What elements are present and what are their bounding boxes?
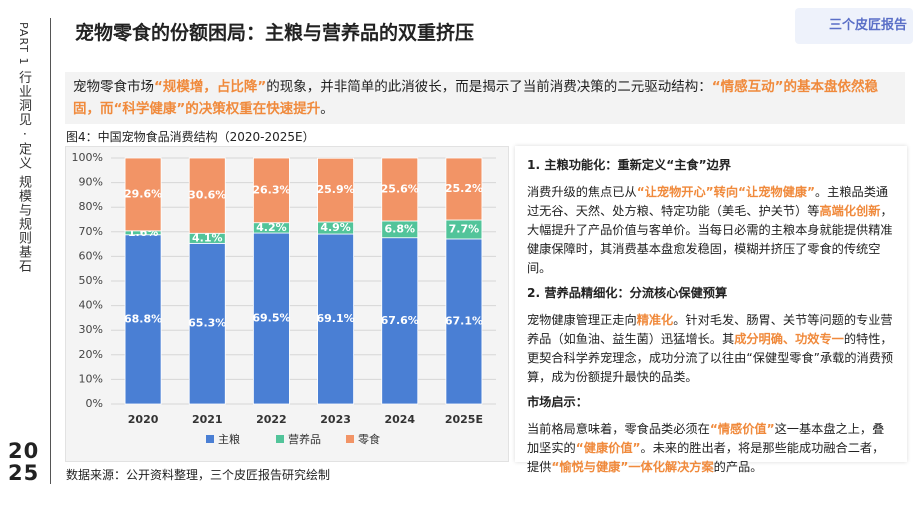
section-label: 行业洞见 · 定义 规模与规则基石 xyxy=(16,70,31,274)
x-tick-label: 2024 xyxy=(384,413,415,426)
y-tick-label: 10% xyxy=(79,372,103,385)
legend-label: 主粮 xyxy=(218,432,240,446)
bar-segment xyxy=(381,237,419,405)
bar-segment xyxy=(317,233,354,405)
value-label: 25.6% xyxy=(381,182,419,195)
bar-segment xyxy=(445,238,483,405)
legend-label: 营养品 xyxy=(288,432,321,446)
panel-heading: 1. 主粮功能化：重新定义“主食”边界 xyxy=(527,158,731,172)
value-label: 6.8% xyxy=(384,222,415,235)
highlight-text: “情感价值” xyxy=(709,422,775,436)
value-label: 68.8% xyxy=(124,312,162,325)
y-tick-label: 60% xyxy=(79,249,103,262)
divider xyxy=(50,18,51,484)
x-tick-label: 2022 xyxy=(256,413,287,426)
x-tick-label: 2020 xyxy=(128,413,159,426)
panel-heading: 2. 营养品精细化：分流核心保健预算 xyxy=(527,286,728,300)
bar-segment xyxy=(188,157,226,234)
value-label: 67.6% xyxy=(381,314,419,327)
text-run: 宠物健康管理正走向 xyxy=(527,313,637,327)
y-tick-label: 20% xyxy=(79,348,103,361)
y-tick-label: 90% xyxy=(79,176,103,189)
highlight-text: 精准化 xyxy=(636,313,674,327)
bar-segment xyxy=(253,157,290,224)
part-label: PART 1 xyxy=(17,22,30,66)
y-tick-label: 80% xyxy=(79,200,103,213)
y-tick-label: 40% xyxy=(79,299,103,312)
value-label: 26.3% xyxy=(252,183,290,196)
x-tick-label: 2025E xyxy=(445,413,483,426)
y-tick-label: 30% xyxy=(79,323,103,336)
value-label: 7.7% xyxy=(449,222,480,235)
legend-label: 零食 xyxy=(358,432,380,446)
highlight-text: “情感互动”的基本盘依然稳固，而“科学健康”的决策权重在快速提升 xyxy=(73,79,878,117)
text-run: 当前格局意味着，零食品类必须在 xyxy=(527,422,710,436)
sidebar: PART 1 行业洞见 · 定义 规模与规则基石 xyxy=(14,22,33,273)
highlight-text: “健康价值” xyxy=(575,441,641,455)
legend-swatch xyxy=(276,435,284,443)
highlight-text: “让宠物开心”转向“让宠物健康” xyxy=(636,185,815,199)
value-label: 25.2% xyxy=(445,182,483,195)
text-run: 消费升级的焦点已从 xyxy=(527,185,637,199)
value-label: 4.1% xyxy=(192,231,223,244)
text-run: 的特性，更契合科学养宠理念，成功分流了以往由“保健型零食”承载的消费预算，成为份… xyxy=(527,332,894,384)
x-tick-label: 2023 xyxy=(320,413,351,426)
text-run: 的产品。 xyxy=(713,460,763,474)
bar-segment xyxy=(124,157,162,232)
panel-body: 宠物健康管理正走向精准化。针对毛发、肠胃、关节等问题的专业营养品（如鱼油、益生菌… xyxy=(527,311,895,387)
y-tick-label: 100% xyxy=(72,151,103,164)
bar-segment xyxy=(445,157,483,221)
text-panel: 1. 主粮功能化：重新定义“主食”边界 消费升级的焦点已从“让宠物开心”转向“让宠… xyxy=(515,146,907,474)
text-run: 宠物零食市场 xyxy=(73,79,154,95)
chart-caption: 图4：中国宠物食品消费结构（2020-2025E） xyxy=(66,130,315,144)
highlight-text: 成分明确、功效专一 xyxy=(734,332,844,346)
text-run: 的现象，并非简单的此消彼长，而是揭示了当前消费决策的二元驱动结构： xyxy=(266,79,712,95)
text-run: 。针对毛发、肠胃、关节等问题的专业营养品（如鱼油、益生菌）迅猛增长。其 xyxy=(527,313,893,346)
panel-heading: 市场启示： xyxy=(527,395,588,409)
title: 宠物零食的份额困局：主粮与营养品的双重挤压 xyxy=(75,22,475,44)
source: 数据来源：公开资料整理，三个皮匠报告研究绘制 xyxy=(66,468,331,482)
text-run: 。未来的胜出者，将是那些能成功融合二者，提供 xyxy=(527,441,885,474)
highlight-text: 高端化创新 xyxy=(819,204,881,218)
intro: 宠物零食市场“规模增，占比降”的现象，并非简单的此消彼长，而是揭示了当前消费决策… xyxy=(65,72,905,124)
chart-area: 0% 10% 20% 30% 40% 50% 60% 70% 80% 90% 100% 2020 68.… xyxy=(65,146,509,462)
bar-segment xyxy=(124,234,162,405)
value-label: 4.2% xyxy=(256,221,287,234)
value-label: 25.9% xyxy=(316,183,354,196)
value-label: 29.6% xyxy=(124,187,162,200)
year: 2025 xyxy=(8,439,40,485)
bar-segment xyxy=(188,242,226,405)
logo: 三个皮匠报告 xyxy=(795,8,913,44)
y-tick-label: 0% xyxy=(86,397,103,410)
value-label: 65.3% xyxy=(188,317,226,330)
bar-segment xyxy=(381,157,419,222)
y-tick-label: 50% xyxy=(79,274,103,287)
text-run: 。主粮品类通过无谷、天然、处方粮、特定功能（美毛、护关节）等 xyxy=(527,185,889,218)
bar-segment xyxy=(253,232,290,405)
legend-swatch xyxy=(206,435,214,443)
panel-body: 消费升级的焦点已从“让宠物开心”转向“让宠物健康”。主粮品类通过无谷、天然、处方… xyxy=(527,183,895,278)
text-run: 。 xyxy=(320,101,334,117)
value-label: 67.1% xyxy=(445,314,483,327)
text-run: 这一基本盘之上，叠加坚实的 xyxy=(527,422,885,455)
legend-swatch xyxy=(346,435,354,443)
x-tick-label: 2021 xyxy=(192,413,223,426)
value-label: 4.9% xyxy=(320,221,351,234)
value-label: 69.1% xyxy=(316,312,354,325)
highlight-text: “愉悦与健康”一体化解决方案 xyxy=(551,460,714,474)
bar-segment xyxy=(317,157,354,223)
highlight-text: “规模增，占比降” xyxy=(154,79,267,95)
text-run: ，大幅提升了产品价值与客单价。当每日必需的主粮本身就能提供精准健康保障时，其消费… xyxy=(527,204,893,275)
chart: 0% 10% 20% 30% 40% 50% 60% 70% 80% 90% 100% 2020 68.… xyxy=(72,151,496,446)
value-label: 69.5% xyxy=(252,312,290,325)
y-tick-label: 70% xyxy=(79,225,103,238)
panel-body: 当前格局意味着，零食品类必须在“情感价值”这一基本盘之上，叠加坚实的“健康价值”… xyxy=(527,420,895,477)
value-label: 30.6% xyxy=(188,189,226,202)
